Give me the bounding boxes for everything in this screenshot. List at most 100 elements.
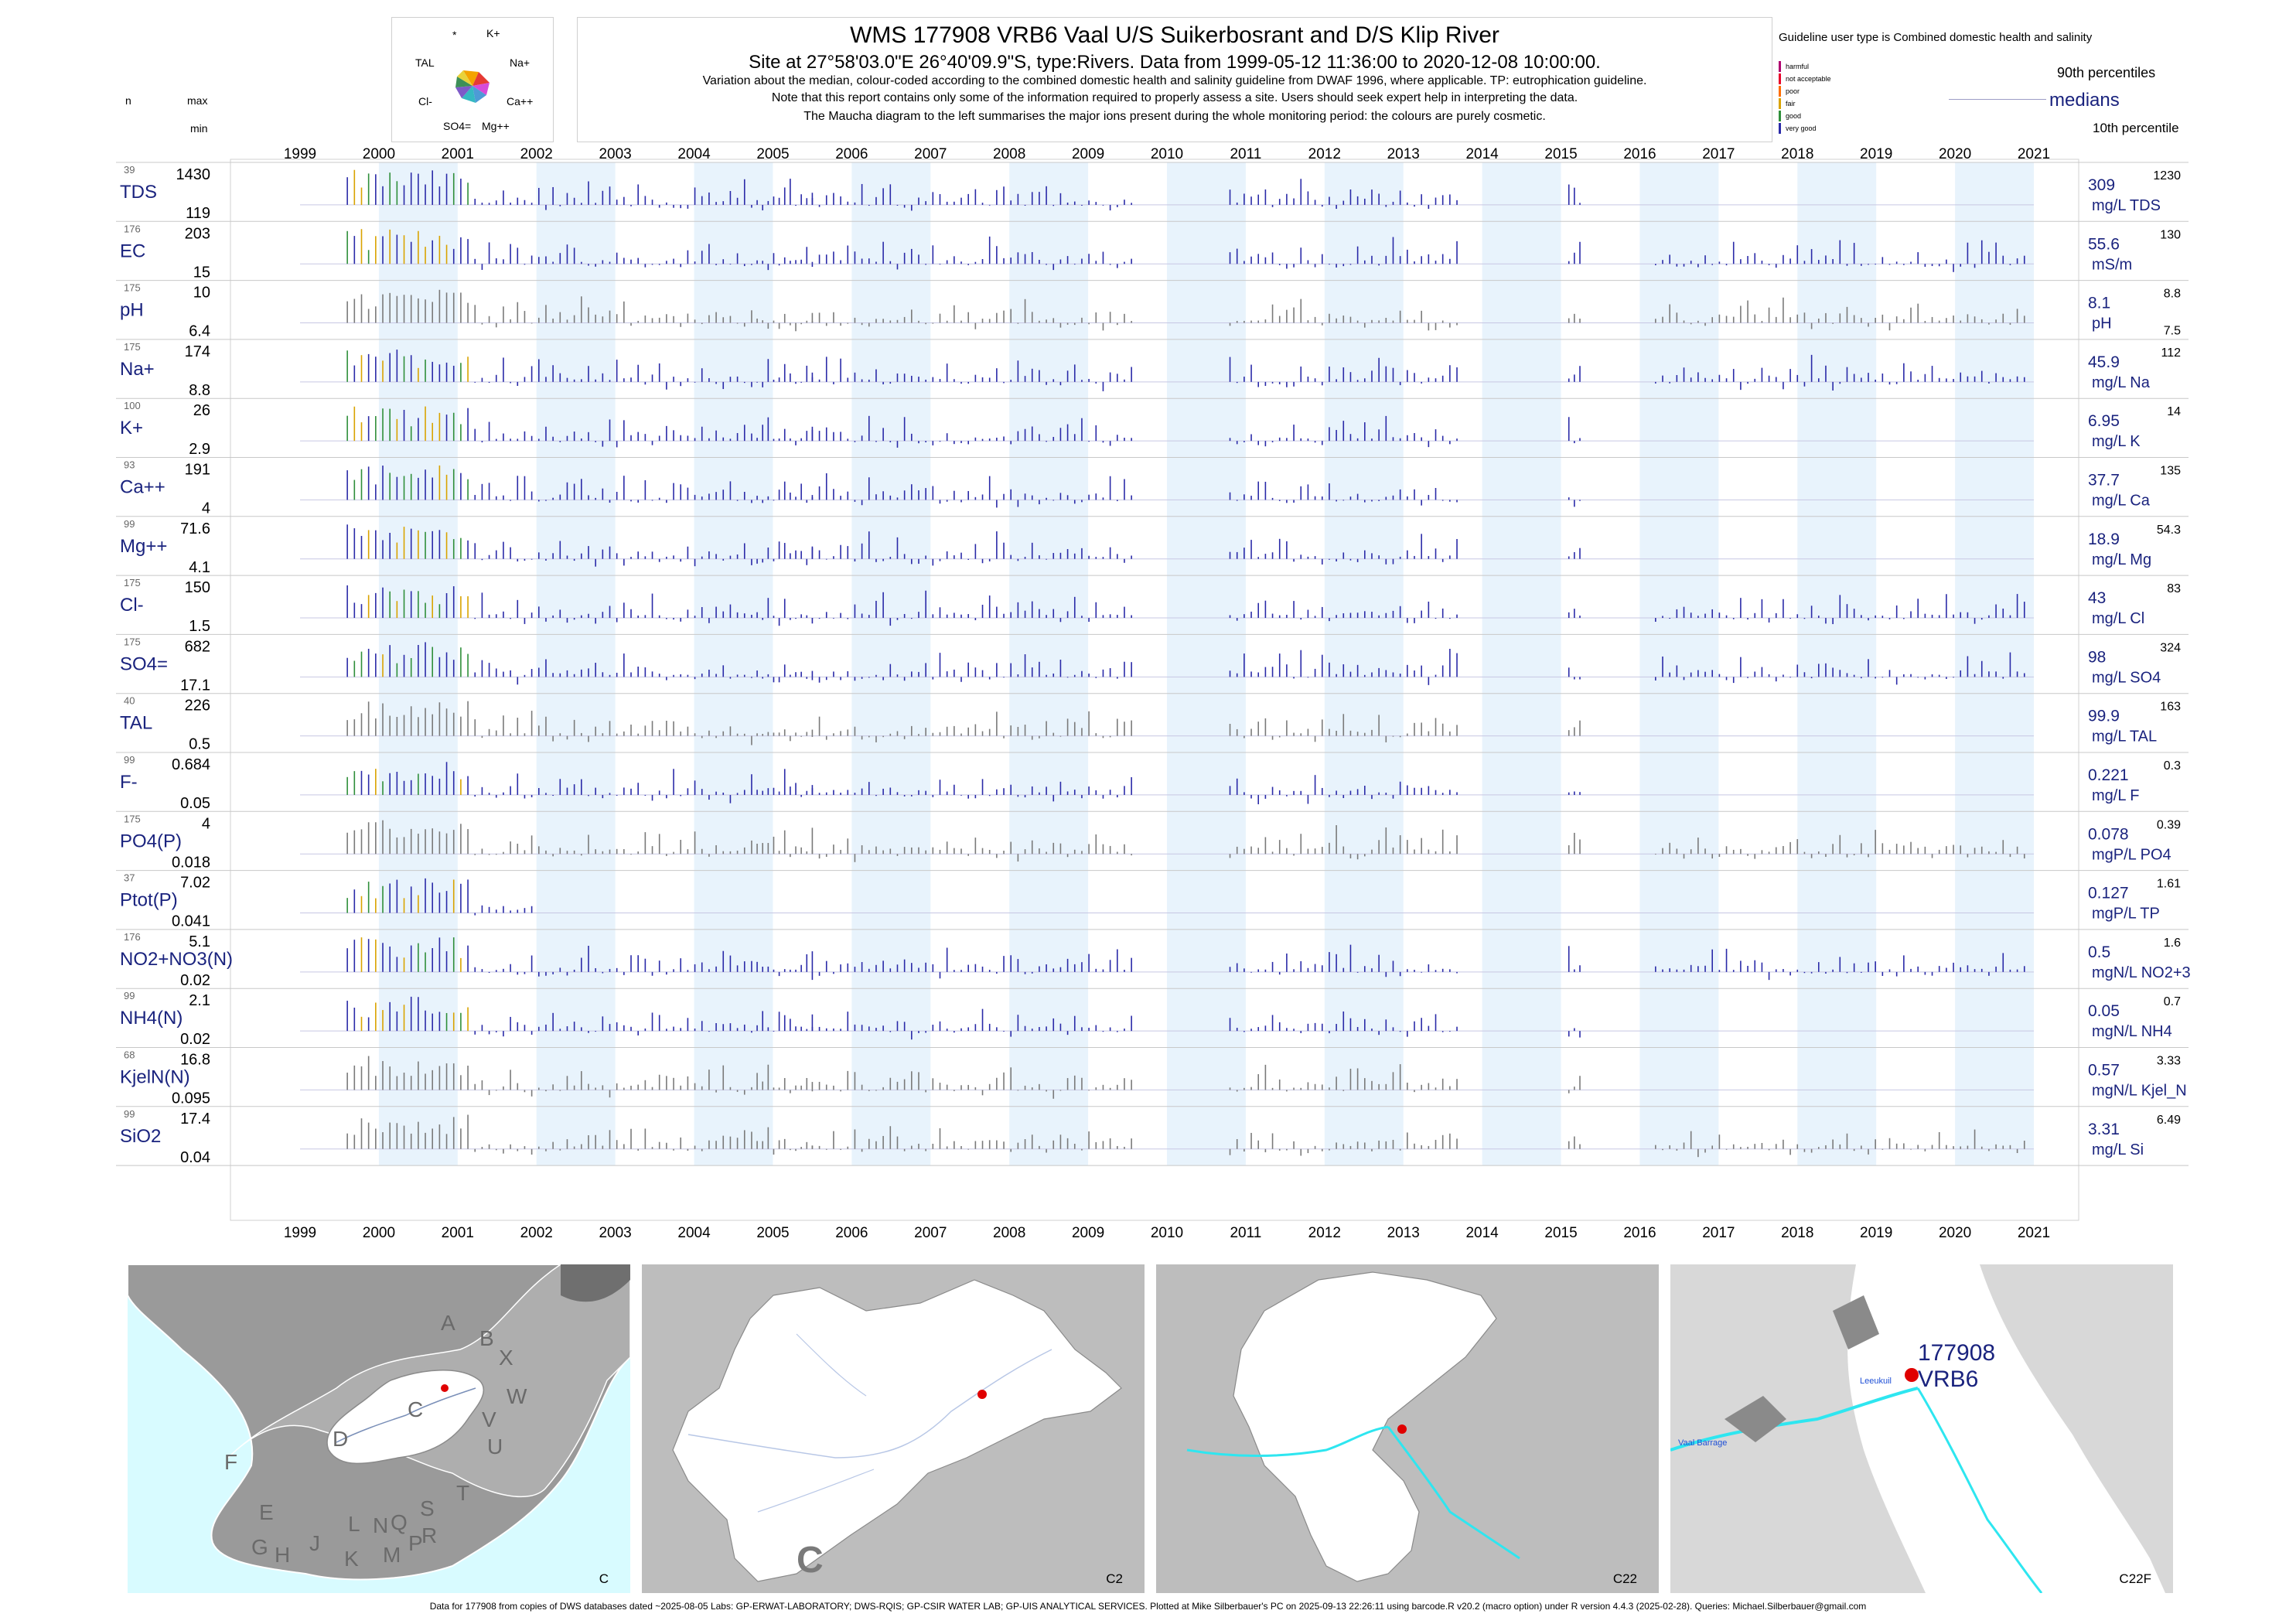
year-label-bottom: 2002 xyxy=(520,1225,553,1237)
year-label-bottom: 2018 xyxy=(1781,1225,1813,1237)
site-label-id: 177908 xyxy=(1918,1340,1996,1366)
panel-min: 1.5 xyxy=(189,618,210,635)
panel-n: 39 xyxy=(124,164,135,176)
panel-unit: mg/L F xyxy=(2092,787,2140,804)
year-label-bottom: 2004 xyxy=(677,1225,711,1237)
panel-p90: 163 xyxy=(2160,701,2181,714)
map-letter-e: E xyxy=(259,1500,274,1524)
panel-p90: 324 xyxy=(2160,641,2181,654)
panel-p90: 14 xyxy=(2167,405,2181,418)
panel-max: 7.02 xyxy=(180,875,210,892)
panel-min: 0.041 xyxy=(172,913,210,930)
panel-median: 6.95 xyxy=(2088,412,2120,430)
panel-name: PO4(P) xyxy=(120,831,182,851)
panel-n: 175 xyxy=(124,636,141,647)
panel-max: 17.4 xyxy=(180,1111,210,1128)
panel-unit: mgN/L Kjel_N xyxy=(2092,1083,2187,1100)
map-letter-m: M xyxy=(383,1543,401,1567)
year-label-bottom: 2005 xyxy=(756,1225,789,1237)
year-label-top: 2017 xyxy=(1702,146,1735,162)
panel-median: 0.57 xyxy=(2088,1062,2120,1080)
panel-name: EC xyxy=(120,241,145,261)
panel-min: 15 xyxy=(193,264,210,281)
panel-min: 0.02 xyxy=(180,1031,210,1048)
maucha-glyph xyxy=(455,70,490,103)
panel-min: 8.8 xyxy=(189,382,210,399)
maucha-label-mg: Mg++ xyxy=(482,120,510,132)
guideline-swatch xyxy=(1779,73,1781,84)
map-quaternary-catchment: 177908 VRB6 Vaal Barrage Leeukuil C22F xyxy=(1670,1264,2173,1593)
panel-unit: mg/L TDS xyxy=(2092,197,2161,214)
guideline-label: poor xyxy=(1786,87,1800,95)
panel-max: 203 xyxy=(185,225,210,242)
panel-p90: 8.8 xyxy=(2164,288,2181,301)
panel-p90: 130 xyxy=(2160,228,2181,241)
maucha-label-star: * xyxy=(452,29,457,41)
year-label-top: 2000 xyxy=(363,146,395,162)
panel-max: 5.1 xyxy=(189,933,210,950)
panel-max: 0.684 xyxy=(172,756,210,773)
map-secondary-catchment: C C2 xyxy=(642,1264,1145,1593)
panel-min: 0.018 xyxy=(172,854,210,871)
panel-median: 0.05 xyxy=(2088,1002,2120,1020)
panel-unit: pH xyxy=(2092,316,2112,333)
panel-median: 3.31 xyxy=(2088,1121,2120,1138)
panel-min: 17.1 xyxy=(180,677,210,694)
panel-n: 100 xyxy=(124,400,141,411)
year-label-top: 2021 xyxy=(2018,146,2050,162)
panel-median: 0.5 xyxy=(2088,943,2110,961)
year-band xyxy=(1167,162,1246,1166)
panel-median: 18.9 xyxy=(2088,531,2120,548)
panel-median: 0.127 xyxy=(2088,885,2129,902)
map-letter-s: S xyxy=(420,1496,435,1520)
year-label-top: 2019 xyxy=(1860,146,1892,162)
panel-n: 99 xyxy=(124,754,135,766)
panel-n: 99 xyxy=(124,1108,135,1120)
year-label-bottom: 2016 xyxy=(1623,1225,1656,1237)
panel-p90: 1.6 xyxy=(2164,937,2181,950)
guideline-swatch xyxy=(1779,61,1781,72)
map-letter-x: X xyxy=(499,1346,513,1370)
panel-n: 40 xyxy=(124,695,135,707)
year-label-top: 2002 xyxy=(520,146,553,162)
panel-p10: 7.5 xyxy=(2164,325,2181,338)
panel-max: 191 xyxy=(185,462,210,479)
year-label-bottom: 2003 xyxy=(599,1225,631,1237)
panel-max: 10 xyxy=(193,285,210,302)
year-label-bottom: 2012 xyxy=(1308,1225,1341,1237)
panel-n: 175 xyxy=(124,341,141,353)
panel-name: Na+ xyxy=(120,359,155,380)
min-head: min xyxy=(190,122,208,135)
panel-p90: 83 xyxy=(2167,582,2181,595)
guideline-item: harmful xyxy=(1779,60,1831,73)
panel-median: 55.6 xyxy=(2088,235,2120,253)
year-label-bottom: 2006 xyxy=(835,1225,868,1237)
chart-frame xyxy=(230,159,2079,1221)
guideline-swatch xyxy=(1779,86,1781,97)
year-band xyxy=(1482,162,1561,1166)
panel-min: 6.4 xyxy=(189,323,210,340)
panel-max: 1430 xyxy=(176,166,211,183)
barcode-chart: 1999 1999 2000 2000 2001 2001 2002 2002 2003 2003… xyxy=(116,146,2191,1237)
guideline-label: harmful xyxy=(1786,63,1810,70)
year-label-top: 2013 xyxy=(1387,146,1420,162)
year-label-bottom: 2000 xyxy=(363,1225,395,1237)
note-2: Note that this report contains only some… xyxy=(771,91,1578,104)
year-label-top: 2005 xyxy=(756,146,789,162)
panel-unit: mg/L TAL xyxy=(2092,728,2157,745)
note-1: Variation about the median, colour-coded… xyxy=(702,74,1647,87)
map-letter-w: W xyxy=(507,1384,527,1408)
panel-min: 119 xyxy=(186,205,210,222)
year-label-bottom: 2001 xyxy=(442,1225,474,1237)
map-letter-q: Q xyxy=(391,1510,408,1534)
year-label-top: 2010 xyxy=(1151,146,1183,162)
year-band xyxy=(1955,162,2034,1166)
panel-n: 99 xyxy=(124,518,135,530)
panel-name: F- xyxy=(120,772,138,793)
max-head: max xyxy=(187,94,208,107)
maucha-label-na: Na+ xyxy=(510,56,531,69)
panel-min: 0.05 xyxy=(180,795,210,812)
panel-max: 174 xyxy=(185,343,210,360)
panel-min: 4.1 xyxy=(189,559,210,576)
panel-p90: 1230 xyxy=(2153,169,2181,183)
